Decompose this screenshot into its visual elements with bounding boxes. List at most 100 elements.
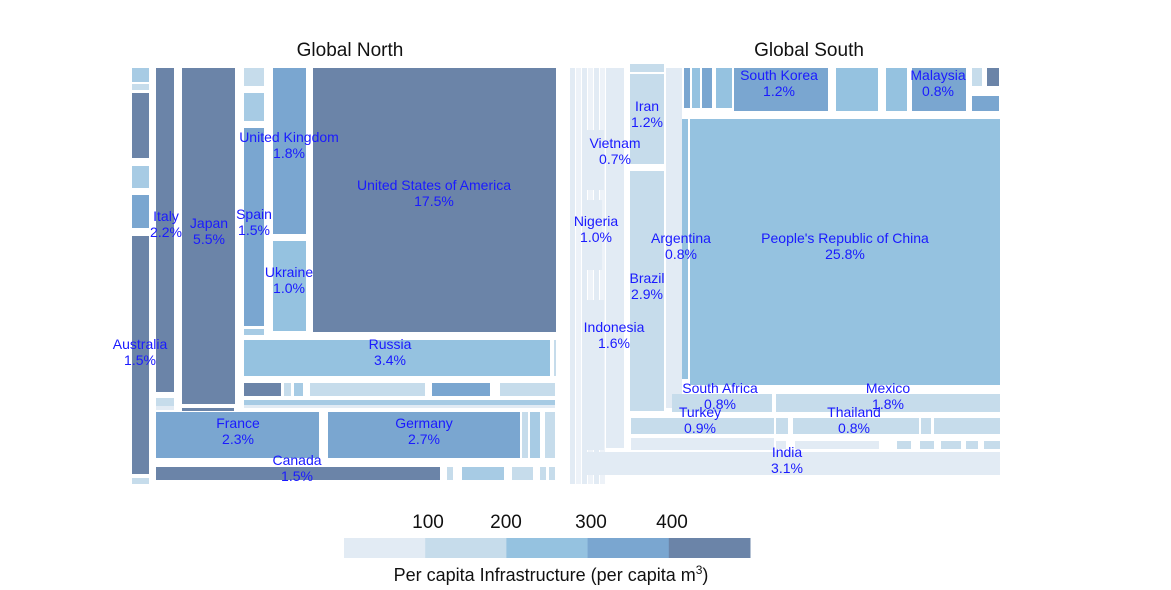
label-germany: Germany 2.7% [395,415,453,447]
label-country: Japan [190,215,228,231]
label-country: Thailand [827,404,881,420]
label-share: 1.5% [281,468,313,484]
label-country: Malaysia [910,67,965,83]
minor-cell [702,68,712,108]
minor-cell [836,68,878,111]
label-share: 2.2% [150,224,182,240]
cell-canada [156,467,440,480]
minor-cell [182,408,234,411]
cell-japan [182,68,235,404]
minor-cell [310,383,425,396]
cell-russia [244,340,550,376]
cell-indonesia [584,300,604,450]
label-share: 2.3% [222,431,254,447]
label-share: 0.7% [599,151,631,167]
label-canada: Canada 1.5% [272,452,321,484]
label-united-states-of-america: United States of America 17.5% [357,177,511,209]
minor-cell [432,383,490,396]
cell-labels: United States of America 17.5% Japan 5.5% Ru… [113,67,966,484]
minor-cell [716,68,732,108]
cell-united-kingdom [273,68,306,234]
label-share: 1.6% [598,335,630,351]
minor-cell [684,68,690,108]
cell-australia [132,240,149,474]
minor-cell [795,441,879,449]
label-share: 1.2% [631,114,663,130]
label-share: 0.8% [838,420,870,436]
minor-cell [921,418,931,434]
label-share: 25.8% [825,246,865,262]
minor-cell [244,400,555,405]
minor-cell [244,329,264,335]
minor-cell [588,68,593,484]
cell-south-africa [672,394,772,412]
minor-cell [984,441,1000,449]
minor-cell [244,93,264,121]
cell-people-s-republic-of-china [690,119,1000,385]
label-india: India 3.1% [771,444,803,476]
minor-cell [554,340,556,376]
label-country: Turkey [679,404,721,420]
minor-cell [897,441,911,449]
major-cells [132,68,1000,480]
minor-cell [284,383,291,396]
legend-tick-300: 300 [575,512,607,533]
minor-cell [132,93,149,158]
cell-iran [630,74,664,164]
minor-cell [972,96,999,111]
cell-france [156,412,319,458]
minor-cell [549,467,555,480]
color-legend: 100 200 300 400 Per capita Infrastructur… [344,512,751,585]
label-country: United Kingdom [239,129,339,145]
label-country: Mexico [866,380,911,396]
minor-cell [530,412,540,458]
label-country: Ukraine [265,264,313,280]
panel-title-north: Global North [297,40,404,61]
label-spain: Spain 1.5% [236,206,272,238]
label-share: 1.5% [238,222,270,238]
minor-cell [994,458,1000,475]
minor-cell [132,68,149,82]
legend-swatch-4 [587,538,670,558]
cell-argentina [682,119,688,379]
minor-cell [156,398,174,406]
label-australia: Australia 1.5% [113,336,168,368]
minor-cell [886,68,907,111]
cell-united-states-of-america [313,68,556,332]
label-share: 0.9% [684,420,716,436]
minor-cell [244,383,281,396]
label-people-s-republic-of-china: People's Republic of China 25.8% [761,230,929,262]
cell-turkey [631,418,774,434]
cell-mexico [776,394,1000,412]
minor-cell [630,64,664,72]
label-country: Italy [153,208,179,224]
cell-india [584,458,994,475]
legend-title-suffix: ) [702,565,708,585]
label-country: South Korea [740,67,818,83]
cell-spain [244,128,264,326]
legend-title-superscript: 3 [696,563,703,577]
minor-cell [776,441,786,449]
label-japan: Japan 5.5% [190,215,228,247]
legend-swatch-2 [425,538,507,558]
cell-vietnam [584,130,604,190]
label-share: 17.5% [414,193,454,209]
label-share: 1.8% [273,145,305,161]
label-country: South Africa [682,380,758,396]
cell-germany [328,412,520,458]
label-share: 1.8% [872,396,904,412]
minor-cell [594,68,599,484]
minor-cell [666,68,682,408]
label-country: Nigeria [574,213,619,229]
minor-cell [692,68,700,108]
label-south-africa: South Africa 0.8% [682,380,758,412]
label-share: 3.4% [374,352,406,368]
label-brazil: Brazil 2.9% [629,270,664,302]
label-ukraine: Ukraine 1.0% [265,264,313,296]
legend-swatches [344,538,751,558]
label-country: Russia [369,336,412,352]
cell-nigeria [584,200,602,270]
minor-cell [941,441,961,449]
legend-title-main: Per capita Infrastructure (per capita m [394,565,696,585]
label-italy: Italy 2.2% [150,208,182,240]
